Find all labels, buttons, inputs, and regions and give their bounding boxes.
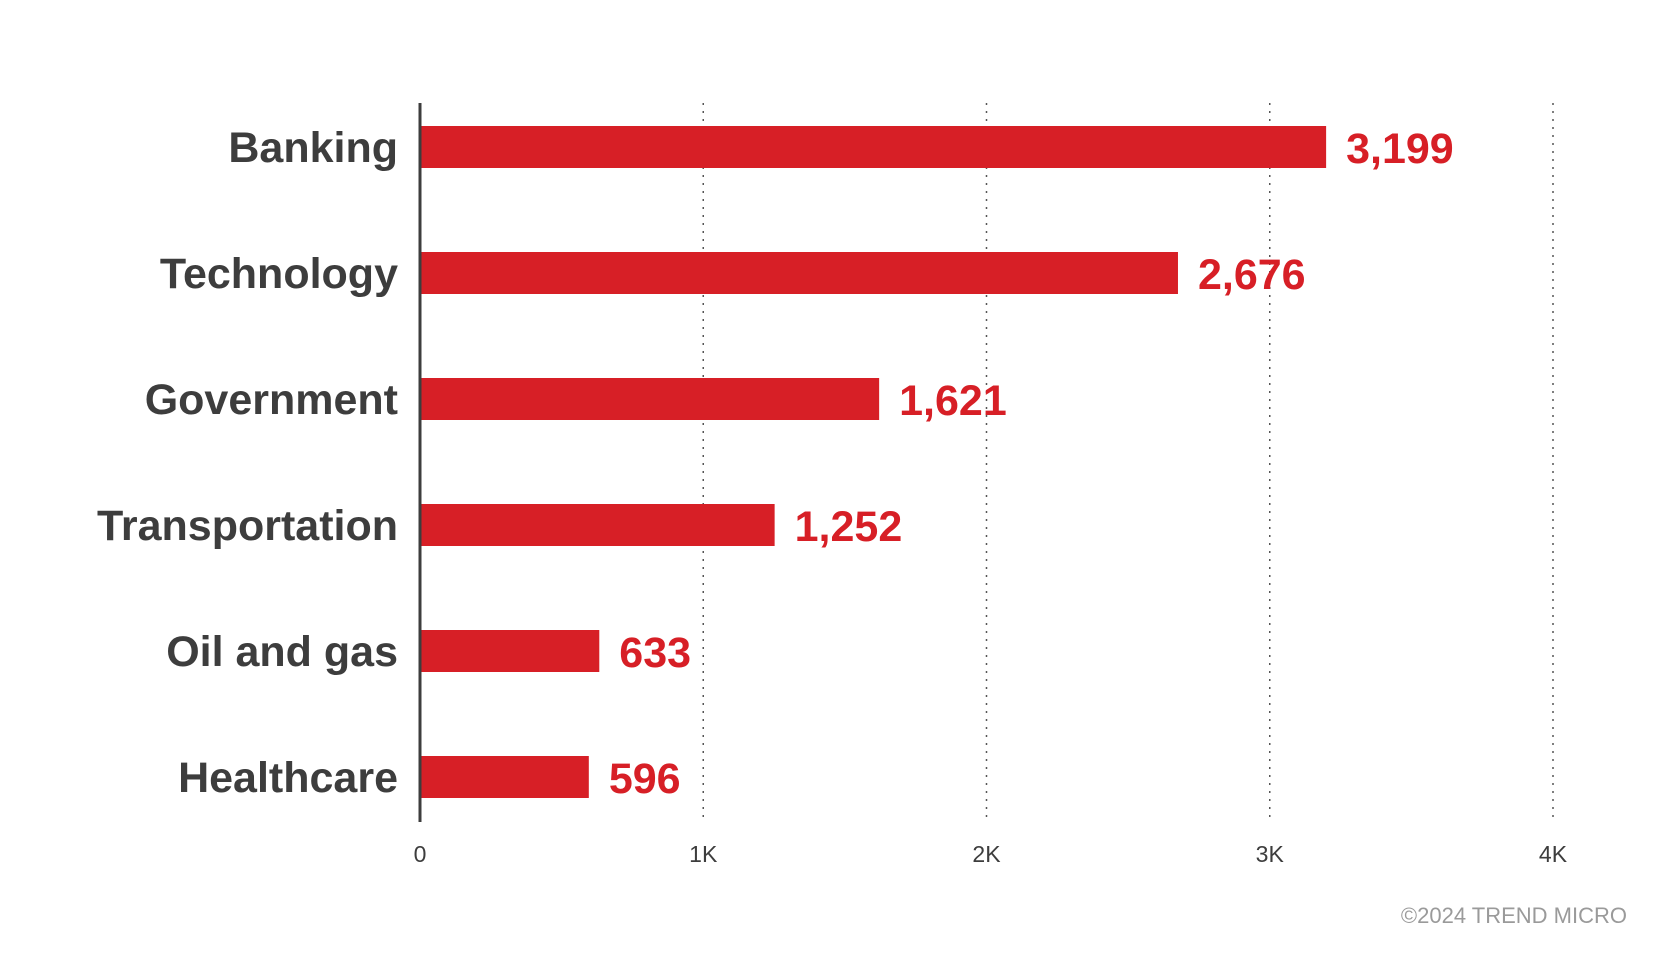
bars [420,126,1327,798]
category-labels: Banking Technology Government Transportatio… [97,124,398,802]
gridlines [702,103,1554,822]
category-label: Government [145,376,398,424]
bar [420,378,880,420]
x-axis-ticks: 0 1K 2K 3K 4K [414,841,1568,867]
bar [420,756,589,798]
bar [420,126,1327,168]
bar [420,252,1178,294]
copyright-credit: ©2024 TREND MICRO [1400,903,1627,928]
category-label: Banking [228,124,398,172]
category-label: Healthcare [178,754,398,802]
value-label: 1,252 [795,503,903,551]
category-label: Transportation [97,502,398,550]
category-label: Technology [160,250,398,298]
x-tick-label: 1K [689,841,718,867]
value-label: 3,199 [1346,125,1454,173]
x-tick-label: 2K [972,841,1001,867]
value-label: 596 [609,755,681,803]
category-label: Oil and gas [166,628,398,676]
value-label: 633 [619,629,691,677]
bar [420,630,600,672]
x-tick-label: 0 [414,841,427,867]
value-label: 1,621 [899,377,1007,425]
x-tick-label: 3K [1256,841,1285,867]
value-label: 2,676 [1198,251,1306,299]
x-tick-label: 4K [1539,841,1568,867]
value-labels: 3,199 2,676 1,621 1,252 633 596 [609,125,1454,803]
bar [420,504,775,546]
